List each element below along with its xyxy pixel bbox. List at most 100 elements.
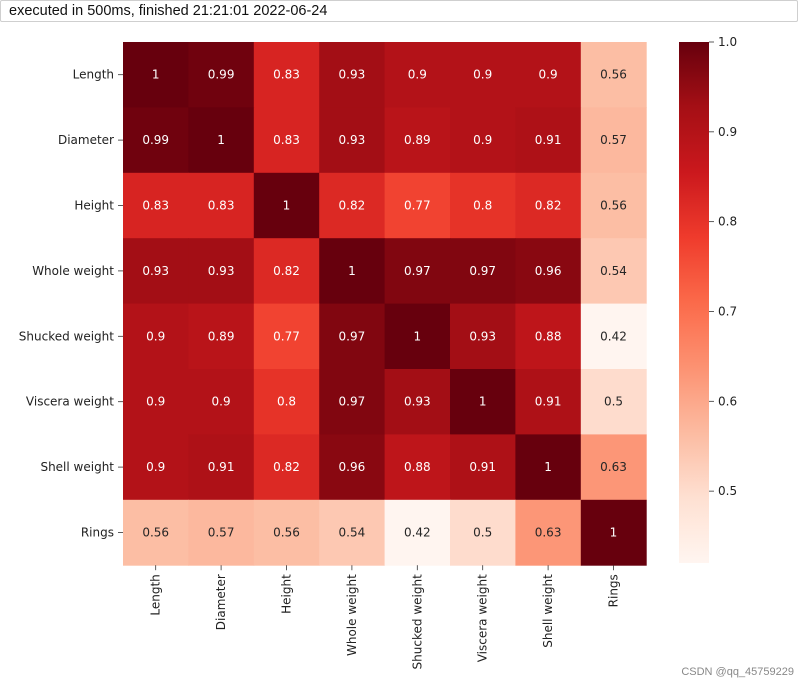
cell-annotation: 0.83 <box>208 199 235 213</box>
cell-annotation: 0.54 <box>339 526 366 540</box>
heatmap-cell <box>123 434 189 501</box>
cell-annotation: 0.5 <box>604 395 623 409</box>
heatmap-cell <box>123 172 189 239</box>
cell-annotation: 0.63 <box>600 460 627 474</box>
cell-annotation: 0.56 <box>600 68 627 82</box>
cell-annotation: 0.97 <box>339 395 366 409</box>
cell-annotation: 0.91 <box>535 133 562 147</box>
heatmap-cell <box>515 238 582 305</box>
heatmap-cell <box>384 499 451 566</box>
execution-status-bar: executed in 500ms, finished 21:21:01 202… <box>0 0 798 22</box>
cell-annotation: 1 <box>479 395 487 409</box>
heatmap-cell <box>515 303 582 370</box>
heatmap-cell <box>384 238 451 305</box>
heatmap-cell <box>450 434 516 501</box>
cell-annotation: 0.9 <box>146 329 165 343</box>
cell-annotation: 0.8 <box>277 395 296 409</box>
cell-annotation: 0.89 <box>208 329 235 343</box>
heatmap-cell <box>253 303 320 370</box>
heatmap-cell <box>450 369 516 435</box>
cell-annotation: 0.88 <box>535 329 562 343</box>
heatmap-cell <box>515 42 582 108</box>
cell-annotation: 0.9 <box>408 68 427 82</box>
x-tick-label: Length <box>149 574 163 615</box>
heatmap-cell <box>319 172 386 239</box>
cell-annotation: 0.56 <box>600 199 627 213</box>
cell-annotation: 0.56 <box>273 526 300 540</box>
heatmap-cell <box>123 369 189 435</box>
heatmap-cell <box>319 499 386 566</box>
cell-annotation: 0.82 <box>339 199 366 213</box>
heatmap-cell <box>253 238 320 305</box>
heatmap-cell <box>515 369 582 435</box>
heatmap-cell <box>123 499 189 566</box>
cell-annotation: 0.42 <box>600 329 627 343</box>
colorbar: 0.5 0.6 0.7 0.8 0.9 1.0 <box>679 35 737 563</box>
colorbar-tick-label: 1.0 <box>718 35 737 49</box>
heatmap-cell <box>515 107 582 174</box>
cell-annotation: 0.9 <box>473 68 492 82</box>
cell-annotation: 0.91 <box>469 460 496 474</box>
cell-annotation: 0.97 <box>469 264 496 278</box>
cell-annotation: 0.57 <box>600 133 627 147</box>
cell-annotation: 0.89 <box>404 133 431 147</box>
heatmap-cell <box>123 303 189 370</box>
heatmap-cell <box>384 107 451 174</box>
heatmap-cell <box>580 238 647 305</box>
cell-annotation: 0.82 <box>535 199 562 213</box>
heatmap-cell <box>580 303 647 370</box>
heatmap-cell <box>123 238 189 305</box>
heatmap-cell <box>188 42 255 108</box>
y-tick-label: Rings <box>81 526 114 540</box>
heatmap-cell <box>188 434 255 501</box>
cell-annotation: 0.57 <box>208 526 235 540</box>
cell-annotation: 0.8 <box>473 199 492 213</box>
cell-annotation: 0.54 <box>600 264 627 278</box>
heatmap-cell <box>188 369 255 435</box>
cell-annotation: 0.9 <box>212 395 231 409</box>
x-tick-label: Shucked weight <box>410 574 424 670</box>
cell-annotation: 1 <box>544 460 552 474</box>
cell-annotation: 0.97 <box>339 329 366 343</box>
cell-annotation: 0.56 <box>142 526 169 540</box>
x-axis-ticks: Length Diameter Height Whole weight Shucked … <box>149 565 621 669</box>
y-tick-label: Viscera weight <box>26 395 114 409</box>
cell-annotation: 0.99 <box>142 133 169 147</box>
heatmap-cell <box>188 238 255 305</box>
y-tick-label: Shell weight <box>40 460 114 474</box>
x-tick-label: Height <box>280 574 294 614</box>
colorbar-tick-label: 0.8 <box>718 215 737 229</box>
heatmap-cell <box>319 303 386 370</box>
cell-annotation: 1 <box>283 199 291 213</box>
y-tick-label: Diameter <box>58 133 114 147</box>
cell-annotation: 0.9 <box>539 68 558 82</box>
cell-annotation: 0.91 <box>535 395 562 409</box>
y-tick-label: Height <box>74 199 114 213</box>
heatmap-cell <box>319 107 386 174</box>
x-tick-label: Rings <box>607 574 621 607</box>
heatmap-cell <box>580 107 647 174</box>
cell-annotation: 0.88 <box>404 460 431 474</box>
y-tick-label: Shucked weight <box>19 329 115 343</box>
x-tick-label: Viscera weight <box>476 574 490 662</box>
heatmap-cell <box>253 369 320 435</box>
heatmap-cell <box>515 499 582 566</box>
heatmap-cell <box>123 42 189 108</box>
cell-annotation: 0.93 <box>469 329 496 343</box>
y-tick-label: Whole weight <box>32 264 114 278</box>
cell-annotation: 1 <box>152 68 160 82</box>
heatmap-cell <box>384 369 451 435</box>
heatmap-cell <box>450 107 516 174</box>
heatmap-cell <box>450 303 516 370</box>
heatmap-cell <box>188 303 255 370</box>
heatmap-cell <box>253 42 320 108</box>
cell-annotation: 0.63 <box>535 526 562 540</box>
cell-annotation: 0.77 <box>273 329 300 343</box>
execution-status-text: executed in 500ms, finished 21:21:01 202… <box>9 3 328 19</box>
cell-annotation: 0.83 <box>142 199 169 213</box>
colorbar-tick-label: 0.5 <box>718 484 737 498</box>
heatmap-cell <box>188 499 255 566</box>
heatmap-cell <box>253 499 320 566</box>
heatmap-cell <box>580 369 647 435</box>
